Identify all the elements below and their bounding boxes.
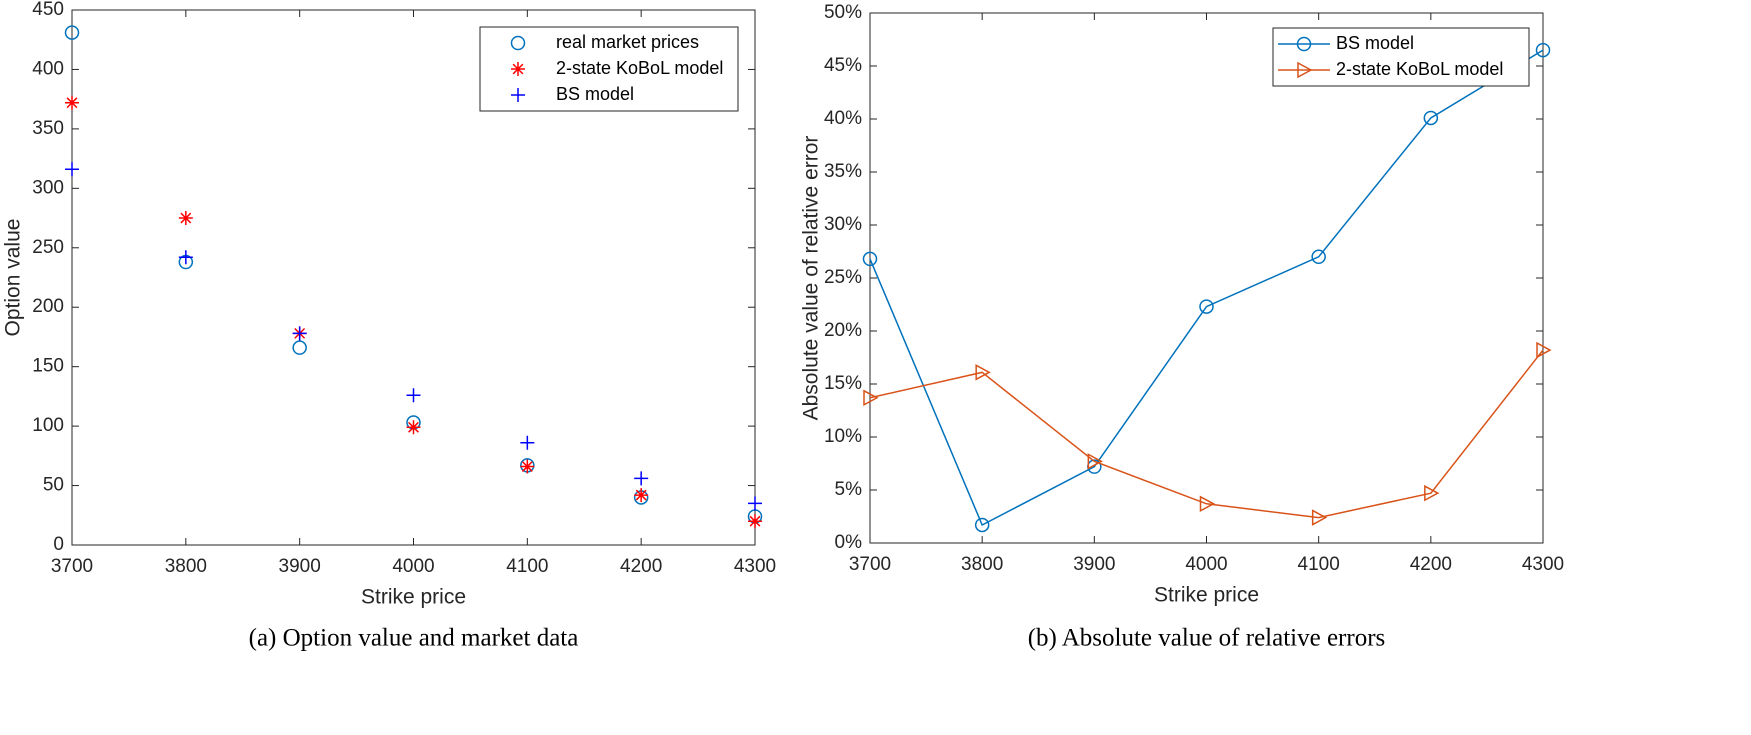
marker (1311, 249, 1326, 265)
caption: (b) Absolute value of relative errors (1028, 625, 1386, 652)
y-tick-label: 0 (53, 534, 64, 555)
marker (634, 471, 649, 486)
marker (748, 496, 762, 511)
marker (511, 88, 525, 102)
marker (1199, 495, 1216, 513)
y-tick-label: 10% (824, 426, 862, 447)
x-axis-label: Strike price (361, 586, 466, 609)
legend-label: BS model (556, 84, 634, 104)
y-tick-label: 200 (32, 296, 64, 317)
y-tick-label: 5% (835, 479, 863, 500)
legend-label: BS model (1336, 33, 1414, 53)
marker (406, 388, 421, 403)
marker (863, 389, 879, 407)
marker (1423, 110, 1439, 126)
legend-label: 2-state KoBoL model (1336, 59, 1503, 79)
marker (862, 251, 878, 267)
marker (1199, 299, 1214, 314)
y-tick-label: 150 (32, 356, 64, 377)
marker (1087, 453, 1103, 470)
x-tick-label: 4300 (1522, 554, 1564, 575)
marker (178, 250, 193, 265)
x-tick-label: 4100 (1298, 554, 1340, 575)
marker (1535, 42, 1551, 58)
marker (64, 25, 80, 40)
series-line (869, 349, 1544, 519)
x-tick-label: 3800 (165, 556, 207, 577)
y-tick-label: 50 (43, 475, 64, 496)
y-tick-label: 400 (32, 58, 64, 79)
y-axis-label: Option value (2, 219, 25, 337)
y-axis-label: Absolute value of relative error (800, 136, 823, 421)
x-tick-label: 3900 (1073, 554, 1115, 575)
marker (65, 95, 79, 110)
x-tick-label: 3700 (849, 554, 891, 575)
plot-area (869, 12, 1544, 544)
y-tick-label: 50% (824, 2, 862, 23)
x-tick-label: 3700 (51, 556, 93, 577)
y-tick-label: 250 (32, 237, 64, 258)
y-tick-label: 450 (32, 0, 64, 20)
marker (406, 420, 421, 435)
series-line (869, 49, 1544, 527)
marker (511, 62, 525, 76)
marker (510, 35, 526, 51)
y-tick-label: 35% (824, 161, 862, 182)
marker (1296, 36, 1312, 52)
x-tick-label: 3900 (279, 556, 321, 577)
marker (178, 211, 193, 226)
legend-box (1272, 27, 1530, 87)
marker (520, 435, 535, 450)
y-tick-label: 30% (824, 214, 862, 235)
marker (1424, 484, 1440, 502)
y-tick-label: 45% (824, 55, 862, 76)
x-tick-label: 4100 (506, 556, 548, 577)
x-tick-label: 4000 (1185, 554, 1227, 575)
caption: (a) Option value and market data (249, 625, 579, 652)
x-axis-label: Strike price (1154, 584, 1259, 607)
y-tick-label: 40% (824, 108, 862, 129)
y-tick-label: 100 (32, 415, 64, 436)
legend-label: real market prices (556, 32, 699, 52)
marker (292, 340, 307, 355)
legend-label: 2-state KoBoL model (556, 58, 723, 78)
x-tick-label: 3800 (961, 554, 1003, 575)
marker (634, 488, 649, 503)
x-tick-label: 4300 (734, 556, 776, 577)
marker (520, 459, 535, 474)
y-tick-label: 350 (32, 118, 64, 139)
marker (65, 162, 79, 177)
x-tick-label: 4000 (392, 556, 434, 577)
y-tick-label: 15% (824, 373, 862, 394)
y-tick-label: 20% (824, 320, 862, 341)
marker (975, 364, 991, 381)
y-tick-label: 300 (32, 177, 64, 198)
marker (748, 514, 762, 529)
x-tick-label: 4200 (620, 556, 662, 577)
marker (1536, 341, 1552, 359)
marker (1311, 509, 1328, 526)
y-tick-label: 0% (835, 532, 863, 553)
marker (974, 517, 990, 533)
marker (1297, 61, 1313, 79)
x-tick-label: 4200 (1410, 554, 1452, 575)
y-tick-label: 25% (824, 267, 862, 288)
marker (292, 326, 307, 341)
